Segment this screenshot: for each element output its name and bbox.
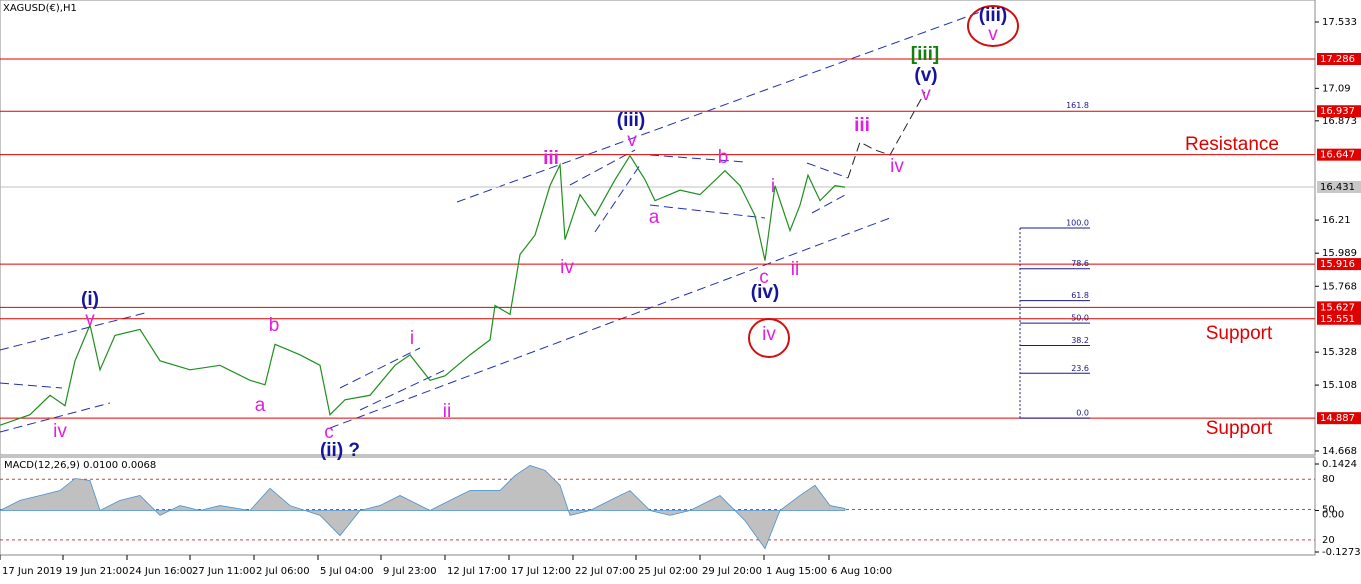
level-label: 14.887 — [1320, 413, 1355, 424]
level-label: 17.286 — [1320, 54, 1355, 65]
level-label: 15.551 — [1320, 314, 1355, 325]
wave-label: ii — [443, 401, 451, 422]
level-box — [1317, 301, 1361, 314]
wave-label: v — [627, 130, 637, 151]
x-tick-label: 12 Jul 17:00 — [447, 566, 507, 577]
macd-histogram — [0, 465, 846, 550]
y-tick-label: 17.533 — [1322, 17, 1357, 28]
wave-label: iv — [560, 257, 574, 278]
wave-label: c — [324, 422, 334, 443]
wave-label: b — [718, 147, 729, 168]
wave-label: v — [921, 84, 931, 105]
fib-label: 50.0 — [1071, 314, 1089, 323]
macd-title: MACD(12,26,9) 0.0100 0.0068 — [4, 460, 156, 471]
y-tick-label: 15.768 — [1322, 281, 1357, 292]
price-panel — [0, 0, 1316, 456]
level-label: 16.937 — [1320, 106, 1355, 117]
x-tick-label: 17 Jun 2019 — [2, 566, 62, 577]
macd-tick-label: 0.1424 — [1322, 459, 1357, 470]
wave-label: (iii) — [979, 5, 1008, 26]
x-tick-label: 22 Jul 07:00 — [575, 566, 635, 577]
macd-tick-label: -0.1273 — [1322, 547, 1361, 558]
current-price-label: 16.431 — [1320, 182, 1355, 193]
macd-level-label: 20 — [1322, 535, 1335, 546]
wave-label: Resistance — [1185, 134, 1279, 155]
level-label: 15.627 — [1320, 302, 1355, 313]
wave-label: a — [649, 207, 660, 228]
fib-label: 78.6 — [1071, 259, 1089, 268]
level-box — [1317, 312, 1361, 325]
y-tick-label: 15.989 — [1322, 248, 1357, 259]
fib-label: 38.2 — [1071, 336, 1089, 345]
wave-label: (iv) — [751, 282, 780, 303]
x-tick-label: 29 Jul 20:00 — [702, 566, 762, 577]
macd-tick-label: 0.00 — [1322, 509, 1344, 520]
wave-label: iii — [543, 148, 559, 169]
level-box — [1317, 52, 1361, 65]
wave-label: iii — [854, 115, 870, 136]
wave-label: a — [255, 395, 266, 416]
wave-label: i — [771, 176, 775, 197]
wave-label: v — [988, 24, 998, 45]
fib-label: 161.8 — [1066, 101, 1089, 110]
highlight-circle — [967, 5, 1019, 47]
y-tick-label: 15.328 — [1322, 347, 1357, 358]
chart-title: XAGUSD(€),H1 — [3, 3, 77, 14]
wave-label: Support — [1206, 418, 1273, 439]
wave-label: iv — [53, 421, 67, 442]
macd-level-label: 50 — [1322, 505, 1335, 516]
x-tick-label: 5 Jul 04:00 — [320, 566, 374, 577]
trendlines — [0, 11, 981, 433]
wave-label: (iii) — [617, 110, 646, 131]
y-tick-label: 14.668 — [1322, 446, 1357, 457]
price-line — [0, 154, 846, 426]
x-tick-label: 9 Jul 23:00 — [383, 566, 437, 577]
wave-label: (i) — [81, 289, 99, 310]
level-label: 15.916 — [1320, 259, 1355, 270]
level-label: 16.647 — [1320, 150, 1355, 161]
x-tick-label: 19 Jun 21:00 — [65, 566, 129, 577]
level-box — [1317, 412, 1361, 425]
wave-label: b — [269, 315, 280, 336]
x-tick-label: 24 Jun 16:00 — [129, 566, 193, 577]
x-tick-label: 1 Aug 15:00 — [766, 566, 827, 577]
y-tick-label: 16.21 — [1322, 215, 1351, 226]
x-tick-label: 27 Jun 11:00 — [192, 566, 256, 577]
y-tick-label: 17.09 — [1322, 83, 1351, 94]
wave-label: (ii) ? — [320, 440, 360, 461]
fib-label: 0.0 — [1076, 409, 1089, 418]
y-tick-label: 16.873 — [1322, 116, 1357, 127]
wave-label: v — [85, 309, 95, 330]
wave-label: (v) — [914, 65, 937, 86]
x-tick-label: 6 Aug 10:00 — [831, 566, 892, 577]
wave-label: i — [410, 328, 414, 349]
macd-level-label: 80 — [1322, 474, 1335, 485]
current-price-box — [1317, 181, 1361, 194]
x-tick-label: 25 Jul 02:00 — [638, 566, 698, 577]
wave-label: iv — [890, 156, 904, 177]
wave-label: c — [759, 267, 769, 288]
level-box — [1317, 105, 1361, 118]
level-box — [1317, 258, 1361, 271]
wave-label: ii — [791, 259, 799, 280]
fib-label: 61.8 — [1071, 291, 1089, 300]
level-box — [1317, 148, 1361, 161]
wave-label: iv — [762, 324, 776, 345]
fib-label: 23.6 — [1071, 364, 1089, 373]
x-tick-label: 17 Jul 12:00 — [511, 566, 571, 577]
wave-label: Support — [1206, 323, 1273, 344]
wave-label: [iii] — [911, 44, 940, 65]
y-tick-label: 15.108 — [1322, 380, 1357, 391]
x-tick-label: 2 Jul 06:00 — [256, 566, 310, 577]
fib-label: 100.0 — [1066, 219, 1089, 228]
